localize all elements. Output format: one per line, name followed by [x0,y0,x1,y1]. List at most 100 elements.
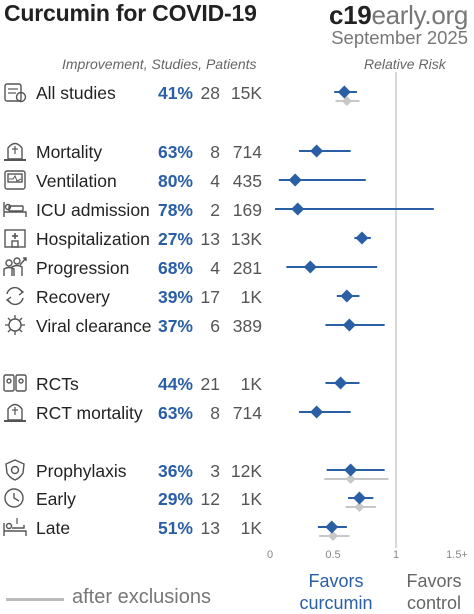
exclusion-estimate-marker [328,531,338,541]
improvement-value: 68% [158,258,193,278]
icon-part [5,522,13,530]
icon-part [15,91,27,103]
x-tick-label: 0 [267,549,273,561]
improvement-value: 39% [158,287,193,307]
brand-bold: c19 [328,0,372,30]
studies-count: 4 [210,258,220,278]
icon-part [6,378,12,384]
patients-count: 1K [241,374,263,394]
icon-part [12,525,25,529]
legend-label: after exclusions [72,586,211,608]
favors-control-label: Favors control [394,570,474,614]
brand-rest: early.org [371,0,468,30]
estimate-marker [355,231,369,245]
studies-count: 13 [201,229,220,249]
favors-treatment-line1: Favors [308,571,364,591]
icon-part [7,297,24,306]
patients-count: 389 [233,316,262,336]
date-label: September 2025 [331,27,468,48]
icon-part [18,378,24,384]
improvement-value: 51% [158,518,193,538]
icon-part [7,403,23,421]
favors-control-line1: Favors [406,571,462,591]
icon-part [8,318,22,332]
row-label: Early [36,489,76,509]
estimate-marker [303,260,317,274]
estimate-marker [334,376,348,390]
icon-part [7,173,23,183]
estimate-marker [337,85,351,99]
x-tick-label: 1 [393,549,399,561]
right-column-header: Relative Risk [364,56,446,72]
studies-count: 8 [210,142,220,162]
icon-part [13,257,21,265]
shield-icon [5,459,25,481]
icon-part [19,257,27,266]
row-label: Progression [36,258,129,278]
all-studies-icon [4,83,27,103]
patients-count: 435 [233,171,262,191]
row-label: Late [36,518,70,538]
row-label: Prophylaxis [36,461,127,481]
patients-count: 13K [231,229,262,249]
brand-logo[interactable]: c19early.org [329,0,468,31]
row-label: Ventilation [36,171,117,191]
icon-part [7,142,23,160]
estimate-marker [344,463,358,477]
studies-count: 3 [210,461,220,481]
icon-part [9,174,22,182]
ventilator-icon [4,170,26,190]
studies-count: 8 [210,403,220,423]
patients-count: 714 [233,403,262,423]
improvement-value: 63% [158,142,193,162]
exclusion-estimate-marker [345,474,356,484]
tombstone-icon [4,403,26,422]
row-label: All studies [36,83,116,103]
studies-count: 4 [210,171,220,191]
estimate-marker [288,173,302,187]
icon-part [5,259,13,267]
row-label: Viral clearance [36,316,151,336]
page-title: Curcumin for COVID-19 [4,0,257,26]
studies-count: 28 [201,83,220,103]
icon-part [5,459,25,481]
patients-count: 714 [233,142,262,162]
patients-count: 1K [241,518,263,538]
estimate-marker [340,289,354,303]
icon-part [4,488,24,508]
icon-part [4,203,12,211]
patients-count: 15K [231,83,262,103]
improvement-value: 29% [158,489,193,509]
favors-treatment-label: Favors curcumin [288,570,384,614]
icon-part [6,286,23,295]
studies-count: 13 [201,518,220,538]
patients-count: 1K [241,489,263,509]
favors-control-line2: control [406,593,462,613]
studies-count: 17 [201,287,220,307]
icon-part [3,374,15,392]
icon-part [18,328,23,333]
patients-count: 281 [233,258,262,278]
row-label: RCT mortality [36,403,143,423]
clock-icon [4,488,24,508]
icon-part [5,296,12,304]
icon-part [3,264,23,276]
virus-icon [5,315,25,335]
icon-part [7,328,12,333]
row-label: Hospitalization [36,229,150,249]
icon-part [3,202,27,217]
improvement-value: 80% [158,171,193,191]
improvement-value: 63% [158,403,193,423]
rct-icon [3,374,27,392]
x-tick-label: 0.5 [325,549,340,561]
improvement-value: 78% [158,200,193,220]
left-column-header: Improvement, Studies, Patients [62,56,257,72]
estimate-marker [310,144,324,158]
icon-part [8,205,24,212]
hospital-icon [4,229,26,248]
patients-count: 1K [241,287,263,307]
patients-count: 169 [233,200,262,220]
improvement-value: 27% [158,229,193,249]
icon-part [11,240,19,248]
